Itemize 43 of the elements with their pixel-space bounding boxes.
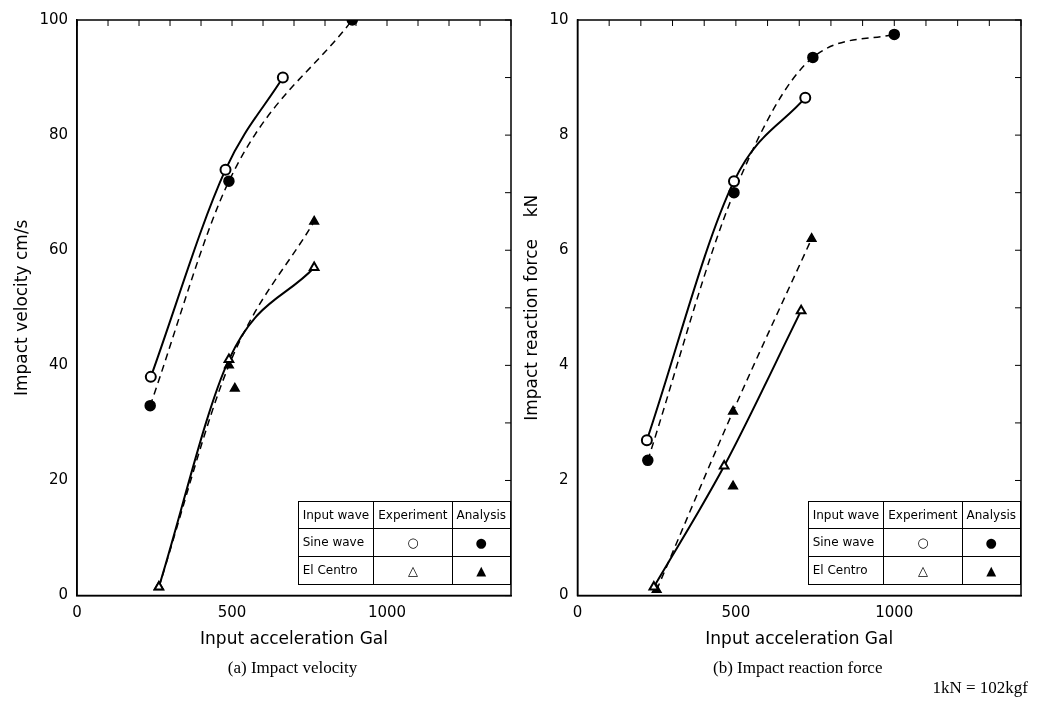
annotation: Analysis xyxy=(452,501,511,529)
text: 1kN = 102kgf xyxy=(931,678,1028,698)
annotation: Experiment xyxy=(883,501,963,529)
y-tick-label: 20 xyxy=(48,470,69,489)
x-tick-label: 1000 xyxy=(875,603,914,622)
y-tick-label: 8 xyxy=(558,125,569,144)
y-tick-label: 0 xyxy=(58,585,69,604)
annotation: ▲ xyxy=(962,556,1021,585)
y-axis-title: Impact velocity cm/s xyxy=(10,219,31,397)
y-tick-label: 2 xyxy=(558,470,569,489)
y-axis-title: Impact reaction force kN xyxy=(520,194,541,421)
x-tick-label: 500 xyxy=(217,603,247,622)
y-tick-label: 100 xyxy=(39,9,69,28)
legend-title: Input wave xyxy=(808,501,884,529)
y-tick-label: 4 xyxy=(558,355,569,374)
annotation: ● xyxy=(452,528,511,557)
annotation: △ xyxy=(883,556,963,585)
x-axis-title: Input acceleration Gal xyxy=(200,628,388,649)
y-tick-label: 60 xyxy=(48,240,69,259)
x-tick-label: 1000 xyxy=(367,603,407,622)
y-tick-label: 80 xyxy=(48,125,69,144)
annotation: Experiment xyxy=(373,501,453,529)
annotation: Sine wave xyxy=(808,528,884,557)
y-tick-label: 10 xyxy=(549,9,569,28)
annotation: ▲ xyxy=(452,556,511,585)
annotation: El Centro xyxy=(298,556,374,585)
y-tick-label: 0 xyxy=(558,585,569,604)
annotation: ○ xyxy=(373,528,453,557)
x-axis-title: Input acceleration Gal xyxy=(705,628,894,649)
annotation: El Centro xyxy=(808,556,884,585)
x-tick-label: 500 xyxy=(721,603,751,622)
y-tick-label: 40 xyxy=(48,355,69,374)
legend-title: Input wave xyxy=(298,501,374,529)
text: (b) Impact reaction force xyxy=(712,658,884,678)
annotation: Analysis xyxy=(962,501,1021,529)
annotation: △ xyxy=(373,556,453,585)
annotation: ● xyxy=(962,528,1021,557)
y-tick-label: 6 xyxy=(558,240,569,259)
text: (a) Impact velocity xyxy=(226,658,359,678)
x-tick-label: 0 xyxy=(72,603,82,622)
annotation: ○ xyxy=(883,528,963,557)
x-tick-label: 0 xyxy=(572,603,583,622)
annotation: Sine wave xyxy=(298,528,374,557)
